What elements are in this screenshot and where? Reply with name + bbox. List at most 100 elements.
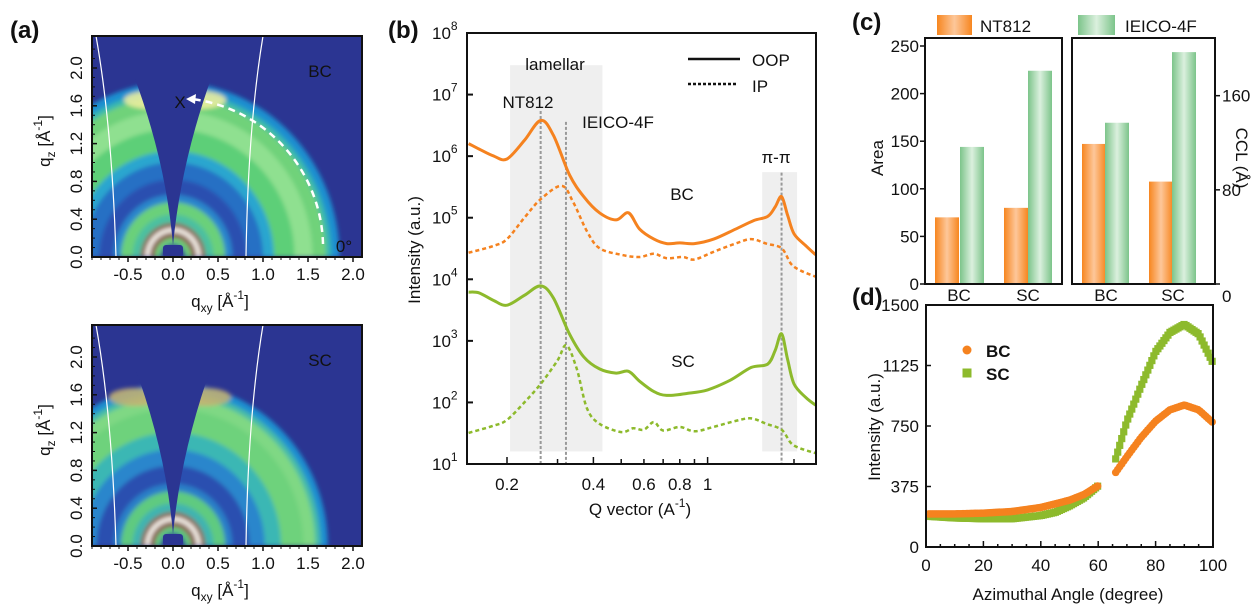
y-tick-label: 105 xyxy=(432,204,458,228)
x-tick-label: 100 xyxy=(1199,556,1227,575)
azimuth-arc xyxy=(191,97,325,245)
x-marker-label: X xyxy=(174,93,185,112)
x-tick-label: 1.5 xyxy=(296,554,320,573)
x-tick-label: 0.0 xyxy=(161,265,185,284)
y-axis-label: Intensity (a.u.) xyxy=(865,373,884,481)
arrow-head-icon xyxy=(186,94,196,104)
shaded-region xyxy=(510,65,603,452)
exp: 3 xyxy=(451,327,458,341)
y-tick-label: 250 xyxy=(891,37,919,56)
plot-frame xyxy=(466,32,817,465)
angle-label: 0° xyxy=(336,237,352,256)
x-tick-label: 1.0 xyxy=(251,265,275,284)
missing-wedge-top xyxy=(134,36,212,78)
data-point xyxy=(1196,333,1204,341)
y-axis-label-ccl: CCL (Å) xyxy=(1232,128,1251,189)
unit: [Å xyxy=(213,292,234,311)
base: 10 xyxy=(432,270,451,289)
category-label: BC xyxy=(1094,286,1118,305)
q: q xyxy=(35,157,54,166)
scattering-rings xyxy=(92,383,328,546)
missing-wedge xyxy=(134,365,212,534)
panel-label-b: (b) xyxy=(388,17,419,44)
data-point xyxy=(1144,366,1152,374)
y-axis-label: qz [Å-1] xyxy=(31,115,58,167)
y-tick-label: 150 xyxy=(891,132,919,151)
data-point xyxy=(1130,400,1138,408)
data-point xyxy=(1204,349,1212,357)
panel-c-bar-charts: (c) NT812 IEICO-4F BC SC 0 50 100 150 200 250 BC SC 0… xyxy=(852,9,1251,306)
data-point xyxy=(1138,380,1146,388)
y-tick-label: 1.2 xyxy=(67,421,86,445)
y-tick-label: 2.0 xyxy=(67,345,86,369)
legend-marker-sc xyxy=(962,368,972,378)
base: 10 xyxy=(432,86,451,105)
sample-label-bc: BC xyxy=(670,185,694,204)
x-tick-label: 40 xyxy=(1031,556,1050,575)
close: ] xyxy=(35,404,54,409)
exp: -1 xyxy=(233,288,244,302)
data-point xyxy=(1128,405,1136,413)
y-axis-label: Intensity (a.u.) xyxy=(405,196,424,304)
data-point xyxy=(1112,455,1120,463)
detector-gap-line xyxy=(95,325,117,547)
x-tick-label: -0.5 xyxy=(113,554,142,573)
y-tick-label: 100 xyxy=(891,180,919,199)
y-tick-label: 0.0 xyxy=(67,245,86,269)
y-tick-label: 375 xyxy=(891,478,919,497)
shaded-region xyxy=(762,172,798,452)
series-line-bc-oop xyxy=(467,118,817,256)
exp: -1 xyxy=(31,409,45,420)
panel-label-c: (c) xyxy=(852,9,881,36)
exp: -1 xyxy=(233,577,244,591)
x-tick-label: 0.2 xyxy=(495,475,519,494)
region-label-lamellar: lamellar xyxy=(525,55,585,74)
y-tick-label: 1.6 xyxy=(67,383,86,407)
data-point xyxy=(1148,356,1156,365)
detector-gap-line xyxy=(95,36,117,257)
giwaxs-image-sc xyxy=(92,325,362,547)
giwaxs-image-bc xyxy=(92,36,362,257)
x-tick-label: 60 xyxy=(1089,556,1108,575)
bar-nt812-sc xyxy=(1004,207,1028,284)
panel-label-a: (a) xyxy=(10,17,39,44)
exp: -1 xyxy=(31,120,45,131)
x-tick-label: -0.5 xyxy=(113,265,142,284)
y-tick-label: 160 xyxy=(1222,87,1250,106)
x-axis-label: Q vector (A-1) xyxy=(589,496,691,519)
y-tick-label: 106 xyxy=(432,142,458,166)
data-point xyxy=(1140,375,1148,384)
sub: xy xyxy=(201,590,213,604)
data-point xyxy=(1126,410,1134,418)
y-axis-label-area: Area xyxy=(868,140,887,176)
scattering-rings xyxy=(92,82,340,257)
sub: xy xyxy=(201,301,213,315)
y-tick-label: 80 xyxy=(1222,181,1241,200)
y-tick-label: 0.0 xyxy=(67,534,86,558)
base: 10 xyxy=(432,24,451,43)
y-tick-label: 107 xyxy=(432,81,458,105)
y-tick-label: 0 xyxy=(910,275,919,294)
q: q xyxy=(191,581,200,600)
y-tick-label: 102 xyxy=(432,388,458,412)
exp: -1 xyxy=(675,496,686,510)
y-tick-label: 1.2 xyxy=(67,132,86,156)
legend-marker-bc xyxy=(962,345,972,355)
series-bc xyxy=(925,401,1216,518)
data-point xyxy=(1132,395,1140,403)
data-point xyxy=(1122,421,1130,429)
y-tick-label: 108 xyxy=(432,19,458,43)
panel-label-d: (d) xyxy=(852,284,883,311)
peak-label-ieico-4f: IEICO-4F xyxy=(582,113,654,132)
exp: 8 xyxy=(451,19,458,33)
peak-label-nt812: NT812 xyxy=(502,93,553,112)
bar-plot-frame xyxy=(1071,37,1216,285)
x-axis-label: Azimuthal Angle (degree) xyxy=(973,585,1164,604)
beamstop xyxy=(163,534,183,546)
data-point xyxy=(1093,482,1102,490)
y-tick-label: 1.6 xyxy=(67,94,86,118)
data-point xyxy=(1136,385,1144,393)
exp: 7 xyxy=(451,81,458,95)
data-point xyxy=(1118,434,1126,443)
